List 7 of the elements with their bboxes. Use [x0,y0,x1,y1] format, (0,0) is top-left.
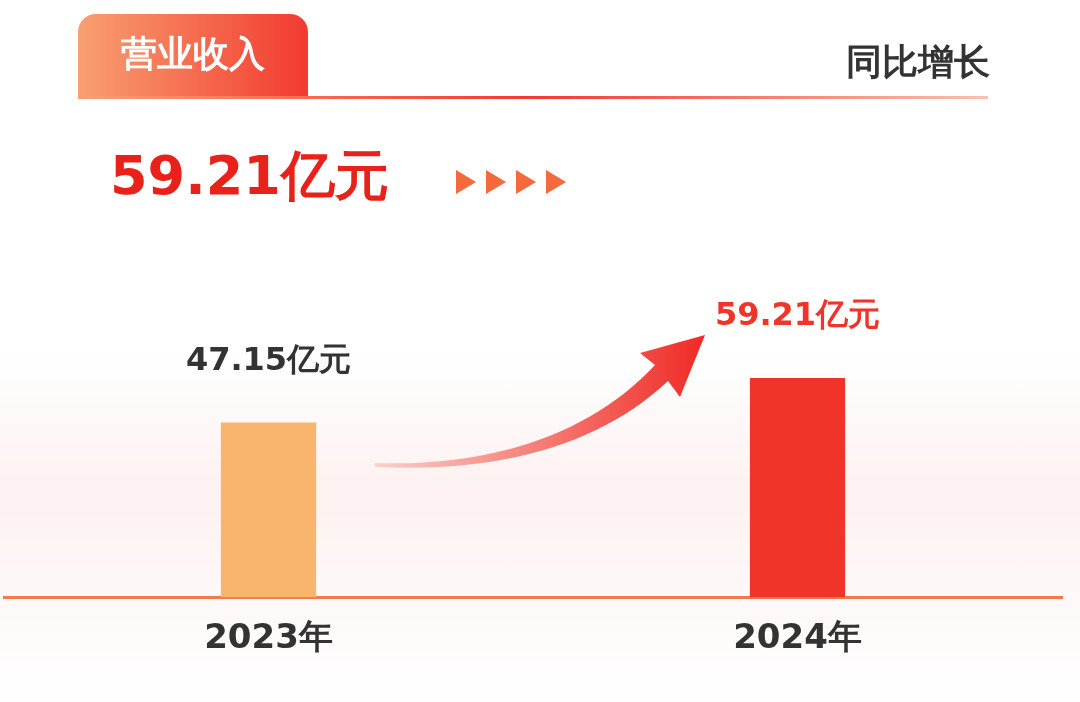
chart-subtitle: 同比增长 [846,40,990,84]
chart-title: 营业收入 [78,14,308,98]
x-tick-label: 2024年 [733,616,862,657]
data-label: 47.15亿元 [185,339,352,378]
text: 59.21亿元 [110,143,389,209]
data-label: 59.21亿元 [714,295,881,334]
x-tick-label: 2023年 [204,616,333,657]
